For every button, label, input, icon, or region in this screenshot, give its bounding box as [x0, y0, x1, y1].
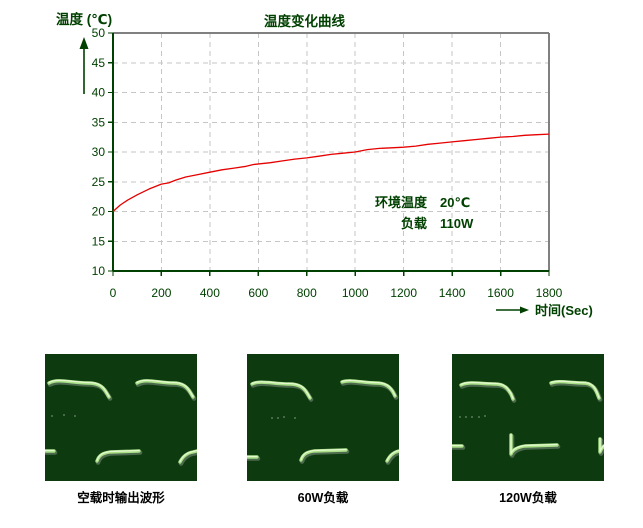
svg-text:1200: 1200 — [390, 286, 417, 300]
oscilloscope-photo-120w — [452, 354, 604, 481]
x-axis-title-row: 时间(Sec) — [496, 300, 593, 319]
waveform-60w — [247, 379, 399, 465]
chart-title: 温度变化曲线 — [264, 14, 345, 29]
waveform-no-load — [45, 379, 197, 466]
oscilloscope-photo-60w — [247, 354, 399, 481]
svg-text:50: 50 — [92, 26, 106, 40]
temperature-chart: 0 200 400 600 800 1000 1200 1400 1600 1800 10 15 20 2… — [92, 26, 563, 300]
caption-120w: 120W负载 — [499, 491, 557, 505]
svg-text:1600: 1600 — [487, 286, 514, 300]
svg-text:25: 25 — [92, 175, 106, 189]
svg-text:600: 600 — [248, 286, 268, 300]
svg-text:1800: 1800 — [536, 286, 563, 300]
svg-text:10: 10 — [92, 264, 106, 278]
ambient-temp-value: 20℃ — [440, 195, 471, 210]
svg-text:0: 0 — [110, 286, 117, 300]
x-axis-title: 时间(Sec) — [535, 303, 593, 318]
svg-text:400: 400 — [200, 286, 220, 300]
y-axis-title: 温度 (℃) — [56, 12, 113, 27]
caption-no-load: 空载时输出波形 — [77, 491, 165, 505]
chart-annotation: 环境温度 20℃ 负载 110W — [345, 192, 473, 234]
y-axis-arrow-icon — [79, 37, 89, 94]
svg-text:30: 30 — [92, 145, 106, 159]
svg-text:15: 15 — [92, 234, 106, 248]
svg-text:45: 45 — [92, 56, 106, 70]
right-arrow-icon — [496, 306, 529, 313]
waveform-120w — [452, 379, 604, 458]
annotation-ambient-row: 环境温度 20℃ — [345, 192, 473, 213]
svg-text:35: 35 — [92, 115, 106, 129]
svg-text:20: 20 — [92, 205, 106, 219]
ambient-temp-label: 环境温度 — [374, 195, 427, 210]
oscilloscope-photo-no-load — [45, 354, 197, 481]
caption-60w: 60W负载 — [297, 491, 349, 505]
load-value: 110W — [440, 216, 474, 231]
annotation-load-row: 负载 110W — [345, 213, 473, 234]
svg-text:200: 200 — [151, 286, 171, 300]
svg-text:1000: 1000 — [342, 286, 369, 300]
svg-text:1400: 1400 — [439, 286, 466, 300]
svg-text:800: 800 — [297, 286, 317, 300]
svg-text:40: 40 — [92, 86, 106, 100]
load-label: 负载 — [400, 216, 427, 231]
